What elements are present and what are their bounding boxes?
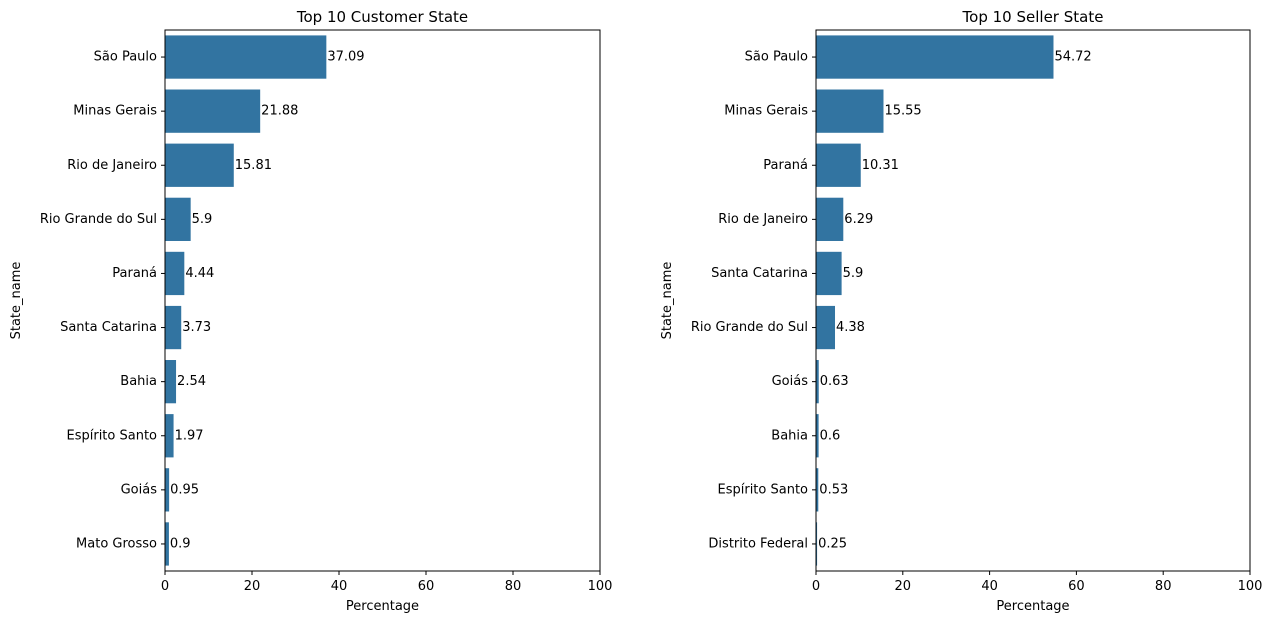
y-tick-label: São Paulo xyxy=(745,50,808,65)
bar xyxy=(816,522,818,566)
data-label: 2.54 xyxy=(177,374,206,389)
x-tick-label: 20 xyxy=(895,579,912,594)
x-axis-label: Percentage xyxy=(346,599,419,614)
y-tick-label: Rio Grande do Sul xyxy=(691,320,808,335)
data-label: 37.09 xyxy=(327,50,364,65)
data-label: 0.6 xyxy=(820,428,841,443)
data-label: 0.25 xyxy=(818,536,847,551)
chart-title: Top 10 Seller State xyxy=(962,8,1104,26)
chart-title: Top 10 Customer State xyxy=(296,8,468,26)
bar xyxy=(165,360,177,404)
y-tick-label: Santa Catarina xyxy=(60,320,157,335)
customer-state-chart: São Paulo 37.09 Minas Gerais 21.88 Rio de Ja… xyxy=(9,8,612,614)
x-axis-label: Percentage xyxy=(996,599,1069,614)
bar xyxy=(816,197,844,241)
y-tick-label: Bahia xyxy=(771,428,808,443)
bar xyxy=(816,468,819,512)
y-axis-label: State_name xyxy=(660,262,675,340)
data-label: 0.53 xyxy=(819,482,848,497)
bar xyxy=(165,522,169,566)
x-tick-label: 20 xyxy=(244,579,261,594)
y-tick-label: Bahia xyxy=(120,374,157,389)
data-label: 10.31 xyxy=(862,158,899,173)
bar xyxy=(816,360,819,404)
x-tick-label: 0 xyxy=(812,579,820,594)
bar xyxy=(816,414,819,458)
x-tick-label: 100 xyxy=(588,579,613,594)
y-tick-label: Rio de Janeiro xyxy=(718,212,808,227)
bar xyxy=(165,197,191,241)
bar xyxy=(165,414,174,458)
bar xyxy=(816,143,861,187)
data-label: 15.81 xyxy=(235,158,272,173)
x-tick-label: 40 xyxy=(981,579,998,594)
y-tick-label: Minas Gerais xyxy=(73,104,157,119)
data-label: 0.63 xyxy=(820,374,849,389)
data-label: 21.88 xyxy=(261,104,298,119)
x-tick-label: 80 xyxy=(1155,579,1172,594)
y-tick-label: Goiás xyxy=(772,374,809,389)
data-label: 15.55 xyxy=(884,104,921,119)
y-tick-label: Rio de Janeiro xyxy=(67,158,157,173)
bar xyxy=(816,35,1054,79)
data-label: 54.72 xyxy=(1054,50,1091,65)
bar xyxy=(816,305,836,350)
y-tick-label: Goiás xyxy=(121,482,158,497)
x-tick-label: 40 xyxy=(331,579,348,594)
x-tick-label: 80 xyxy=(505,579,522,594)
x-tick-label: 100 xyxy=(1238,579,1263,594)
bar xyxy=(165,251,185,296)
y-tick-label: São Paulo xyxy=(94,50,157,65)
y-tick-label: Mato Grosso xyxy=(76,536,157,551)
y-tick-label: Santa Catarina xyxy=(711,266,808,281)
bar xyxy=(165,468,170,512)
x-tick-label: 60 xyxy=(1068,579,1085,594)
data-label: 5.9 xyxy=(192,212,213,227)
x-tick-label: 60 xyxy=(418,579,435,594)
data-label: 1.97 xyxy=(175,428,204,443)
bar xyxy=(165,143,234,187)
data-label: 3.73 xyxy=(182,320,211,335)
x-tick-label: 0 xyxy=(161,579,169,594)
data-label: 0.9 xyxy=(170,536,191,551)
data-label: 4.44 xyxy=(185,266,214,281)
y-tick-label: Minas Gerais xyxy=(724,104,808,119)
y-tick-label: Paraná xyxy=(763,158,808,173)
y-tick-label: Espírito Santo xyxy=(67,428,158,443)
bar xyxy=(816,89,884,133)
bar xyxy=(816,251,842,296)
bar xyxy=(165,89,261,133)
plot-frame xyxy=(164,29,601,572)
data-label: 4.38 xyxy=(836,320,865,335)
data-label: 5.9 xyxy=(843,266,864,281)
data-label: 6.29 xyxy=(844,212,873,227)
bar xyxy=(165,305,182,350)
y-tick-label: Espírito Santo xyxy=(718,482,809,497)
data-label: 0.95 xyxy=(170,482,199,497)
y-tick-label: Rio Grande do Sul xyxy=(40,212,157,227)
plot-frame xyxy=(815,29,1251,572)
y-tick-label: Paraná xyxy=(112,266,157,281)
bar xyxy=(165,35,327,79)
y-axis-label: State_name xyxy=(9,262,24,340)
y-tick-label: Distrito Federal xyxy=(708,536,808,551)
seller-state-chart: São Paulo 54.72 Minas Gerais 15.55 Paraná 10.… xyxy=(660,8,1262,614)
